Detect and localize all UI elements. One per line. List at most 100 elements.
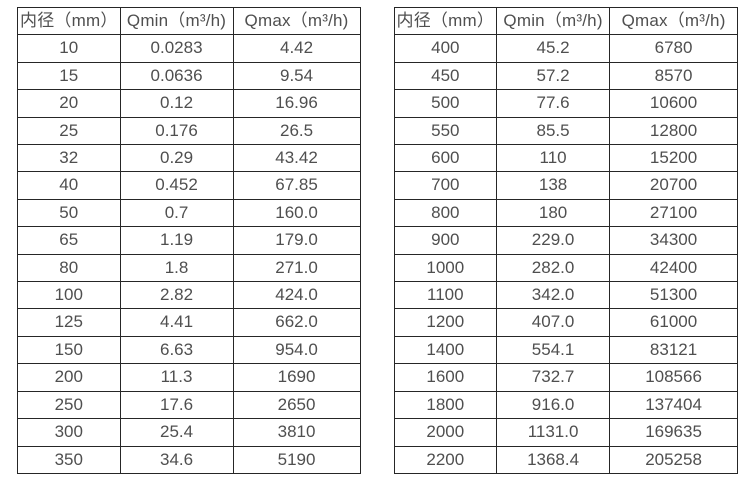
table-row: 2200 1368.4 205258: [393, 445, 739, 474]
table-cell: 600: [393, 144, 498, 173]
table-cell: 800: [393, 198, 498, 228]
table-row: 10 0.0283 4.42: [17, 34, 361, 63]
table-cell: 26.5: [232, 116, 361, 146]
table-row: 450 57.2 8570: [393, 61, 739, 91]
table-cell: 32: [17, 144, 121, 173]
table-cell: 20700: [609, 171, 739, 200]
table-cell: 350: [17, 445, 121, 474]
table-row: 2000 1131.0 169635: [393, 418, 739, 447]
table-cell: 0.29: [119, 144, 234, 173]
table-cell: 12800: [609, 116, 739, 146]
table-cell: 179.0: [232, 226, 361, 255]
column-header: Qmin（m³/h): [119, 6, 234, 36]
table-cell: 1600: [393, 363, 498, 392]
table-row: 1400 554.1 83121: [393, 335, 739, 365]
table-cell: 2.82: [119, 281, 234, 310]
table-row: 50 0.7 160.0: [17, 198, 361, 228]
table-row: 1100 342.0 51300: [393, 281, 739, 310]
table-row: 1800 916.0 137404: [393, 390, 739, 420]
table-cell: 27100: [609, 198, 739, 228]
table-cell: 34.6: [119, 445, 234, 474]
table-row: 300 25.4 3810: [17, 418, 361, 447]
table-cell: 61000: [609, 308, 739, 337]
table-cell: 108566: [609, 363, 739, 392]
table-cell: 42400: [609, 253, 739, 283]
table-cell: 0.0636: [119, 61, 234, 91]
table-cell: 900: [393, 226, 498, 255]
table-row: 200 11.3 1690: [17, 363, 361, 392]
table-row: 15 0.0636 9.54: [17, 61, 361, 91]
table-cell: 0.452: [119, 171, 234, 200]
table-cell: 1200: [393, 308, 498, 337]
table-cell: 4.41: [119, 308, 234, 337]
table-cell: 40: [17, 171, 121, 200]
table-cell: 500: [393, 89, 498, 118]
table-row: 100 2.82 424.0: [17, 281, 361, 310]
table-row: 65 1.19 179.0: [17, 226, 361, 255]
table-cell: 1400: [393, 335, 498, 365]
table-cell: 15200: [609, 144, 739, 173]
table-cell: 282.0: [496, 253, 611, 283]
table-cell: 125: [17, 308, 121, 337]
table-cell: 2200: [393, 445, 498, 474]
header-row: 内径（mm） Qmin（m³/h) Qmax（m³/h): [17, 6, 361, 36]
table-cell: 229.0: [496, 226, 611, 255]
table-cell: 9.54: [232, 61, 361, 91]
table-cell: 0.7: [119, 198, 234, 228]
table-cell: 51300: [609, 281, 739, 310]
table-cell: 916.0: [496, 390, 611, 420]
table-cell: 138: [496, 171, 611, 200]
table-cell: 180: [496, 198, 611, 228]
table-cell: 100: [17, 281, 121, 310]
table-cell: 43.42: [232, 144, 361, 173]
table-cell: 150: [17, 335, 121, 365]
table-cell: 11.3: [119, 363, 234, 392]
table-cell: 15: [17, 61, 121, 91]
table-cell: 205258: [609, 445, 739, 474]
table-cell: 300: [17, 418, 121, 447]
flow-table-large-diameters: 内径（mm） Qmin（m³/h) Qmax（m³/h) 400 45.2 6780 45…: [393, 6, 739, 474]
table-cell: 16.96: [232, 89, 361, 118]
table-row: 40 0.452 67.85: [17, 171, 361, 200]
table-cell: 10: [17, 34, 121, 63]
table-cell: 137404: [609, 390, 739, 420]
table-cell: 20: [17, 89, 121, 118]
table-row: 900 229.0 34300: [393, 226, 739, 255]
table-cell: 700: [393, 171, 498, 200]
table-row: 250 17.6 2650: [17, 390, 361, 420]
table-row: 1200 407.0 61000: [393, 308, 739, 337]
table-cell: 25.4: [119, 418, 234, 447]
table-row: 1600 732.7 108566: [393, 363, 739, 392]
table-cell: 1800: [393, 390, 498, 420]
table-cell: 954.0: [232, 335, 361, 365]
table-cell: 271.0: [232, 253, 361, 283]
header-row: 内径（mm） Qmin（m³/h) Qmax（m³/h): [393, 6, 739, 36]
table-cell: 550: [393, 116, 498, 146]
table-cell: 424.0: [232, 281, 361, 310]
table-cell: 25: [17, 116, 121, 146]
table-row: 700 138 20700: [393, 171, 739, 200]
table-cell: 83121: [609, 335, 739, 365]
table-cell: 6780: [609, 34, 739, 63]
table-cell: 1368.4: [496, 445, 611, 474]
table-cell: 67.85: [232, 171, 361, 200]
table-row: 600 110 15200: [393, 144, 739, 173]
table-cell: 45.2: [496, 34, 611, 63]
table-row: 25 0.176 26.5: [17, 116, 361, 146]
column-header: 内径（mm）: [17, 6, 121, 36]
table-cell: 450: [393, 61, 498, 91]
table-cell: 200: [17, 363, 121, 392]
column-header: 内径（mm）: [393, 6, 498, 36]
table-cell: 8570: [609, 61, 739, 91]
table-cell: 57.2: [496, 61, 611, 91]
table-cell: 0.0283: [119, 34, 234, 63]
table-cell: 250: [17, 390, 121, 420]
table-cell: 34300: [609, 226, 739, 255]
table-cell: 407.0: [496, 308, 611, 337]
table-cell: 2650: [232, 390, 361, 420]
table-cell: 77.6: [496, 89, 611, 118]
table-cell: 169635: [609, 418, 739, 447]
table-row: 150 6.63 954.0: [17, 335, 361, 365]
table-cell: 400: [393, 34, 498, 63]
